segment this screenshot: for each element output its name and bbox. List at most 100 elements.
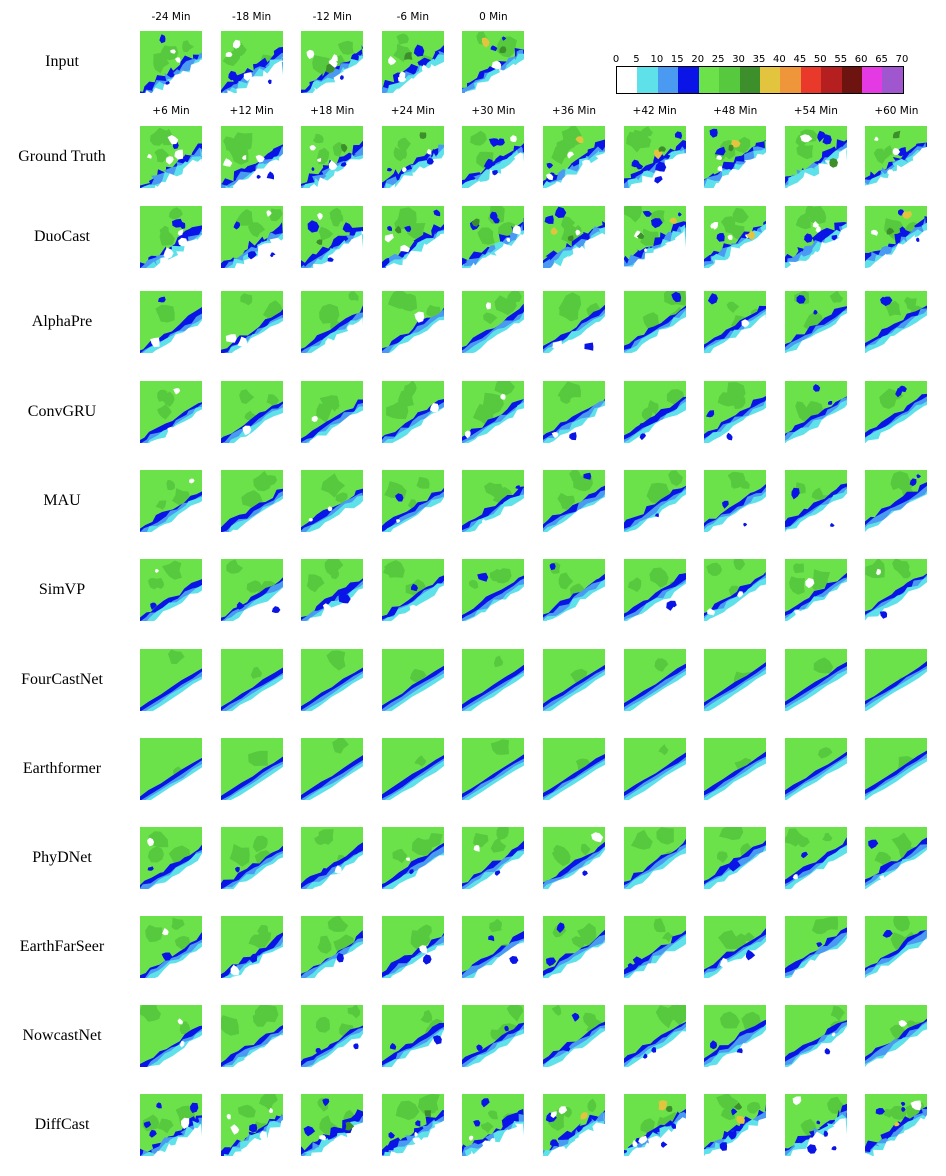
input-time-label: -12 Min	[312, 11, 352, 23]
no-rain-area	[153, 1123, 202, 1156]
radar-panel	[381, 206, 444, 268]
rain-speck	[489, 138, 501, 147]
radar-panel	[784, 827, 847, 889]
strong-rain-cell	[657, 146, 666, 152]
colorbar-swatch	[759, 67, 781, 93]
moderate-rain-patch	[324, 559, 344, 577]
rain-speck	[155, 568, 159, 573]
no-rain-area	[784, 493, 847, 532]
forecast-time-label: +18 Min	[310, 105, 355, 117]
no-rain-area	[549, 405, 605, 443]
rain-speck	[654, 513, 659, 518]
rain-speck	[497, 606, 504, 614]
rain-speck	[350, 53, 360, 61]
moderate-rain-patch	[647, 400, 659, 415]
rain-speck	[255, 428, 262, 435]
radar-panel	[301, 206, 364, 268]
no-rain-area	[234, 237, 283, 268]
rain-speck	[405, 857, 410, 861]
radar-field-map	[543, 470, 605, 532]
rain-speck	[428, 429, 437, 437]
rain-speck	[572, 247, 583, 256]
no-rain-area	[392, 855, 444, 889]
moderate-rain-patch	[247, 222, 265, 238]
no-rain-area	[310, 766, 364, 800]
radar-field-map	[784, 559, 847, 621]
radar-panel	[704, 126, 767, 188]
rain-speck	[791, 487, 800, 500]
radar-field-map	[865, 738, 928, 800]
rain-speck	[823, 1130, 828, 1137]
radar-panel	[865, 827, 928, 889]
rain-speck	[426, 148, 432, 155]
moderate-rain-patch	[387, 291, 410, 309]
radar-field-map	[381, 916, 444, 978]
radar-panel	[140, 31, 202, 93]
rain-speck	[243, 1055, 254, 1065]
moderate-rain-patch	[551, 145, 570, 165]
radar-field-map	[623, 559, 686, 621]
rain-speck	[241, 425, 251, 436]
radar-panel	[220, 206, 283, 268]
rain-speck	[322, 1098, 330, 1107]
input-time-label: 0 Min	[479, 11, 508, 23]
no-rain-area	[154, 590, 202, 621]
rain-speck	[266, 171, 274, 180]
radar-field-map	[623, 470, 686, 532]
moderate-rain-patch	[385, 401, 409, 419]
rain-speck	[637, 1135, 648, 1144]
rain-speck	[506, 237, 511, 242]
no-rain-area	[466, 586, 525, 621]
input-time-label: -6 Min	[396, 11, 430, 23]
rain-speck	[880, 611, 888, 619]
no-rain-area	[627, 494, 686, 532]
rain-speck	[222, 158, 232, 167]
rain-speck	[502, 36, 507, 41]
radar-field-map	[623, 827, 686, 889]
moderate-rain-patch	[252, 1012, 269, 1027]
rain-speck	[319, 1135, 327, 1141]
radar-field-map	[623, 649, 686, 711]
radar-field-map	[543, 1094, 605, 1156]
radar-field-map	[462, 381, 525, 443]
rain-speck	[166, 156, 174, 165]
no-rain-area	[389, 1120, 444, 1156]
radar-panel	[381, 470, 444, 532]
rain-speck	[476, 1044, 484, 1051]
rain-speck	[347, 324, 354, 332]
radar-field-map	[381, 206, 444, 268]
colorbar-tick-label: 45	[793, 54, 807, 65]
moderate-rain-patch	[347, 1005, 361, 1019]
radar-field-map	[140, 206, 202, 268]
no-rain-area	[787, 1026, 847, 1067]
rain-speck	[414, 1131, 418, 1137]
radar-field-map	[301, 649, 364, 711]
no-rain-area	[389, 320, 444, 353]
moderate-rain-patch	[898, 476, 914, 492]
rain-speck	[665, 600, 677, 611]
moderate-rain-patch	[480, 1121, 494, 1134]
no-rain-area	[865, 938, 928, 978]
radar-panel	[543, 738, 605, 800]
strong-rain-cell	[341, 144, 348, 153]
radar-panel	[784, 291, 847, 353]
radar-panel	[301, 649, 364, 711]
no-rain-area	[232, 153, 283, 188]
radar-panel	[865, 916, 928, 978]
no-rain-area	[785, 313, 847, 353]
rain-speck	[492, 170, 499, 176]
moderate-rain-patch	[396, 33, 409, 45]
colorbar-swatch	[719, 67, 740, 93]
radar-field-map	[543, 126, 605, 188]
moderate-rain-patch	[717, 392, 735, 407]
rain-speck	[874, 136, 879, 141]
radar-panel	[704, 206, 767, 268]
rain-speck	[792, 1096, 802, 1106]
radar-panel	[462, 916, 525, 978]
moderate-rain-patch	[492, 921, 503, 930]
no-rain-area	[152, 679, 202, 711]
radar-field-map	[381, 1094, 444, 1156]
radar-panel	[381, 916, 444, 978]
radar-field-map	[462, 827, 525, 889]
moderate-rain-patch	[883, 1108, 894, 1118]
